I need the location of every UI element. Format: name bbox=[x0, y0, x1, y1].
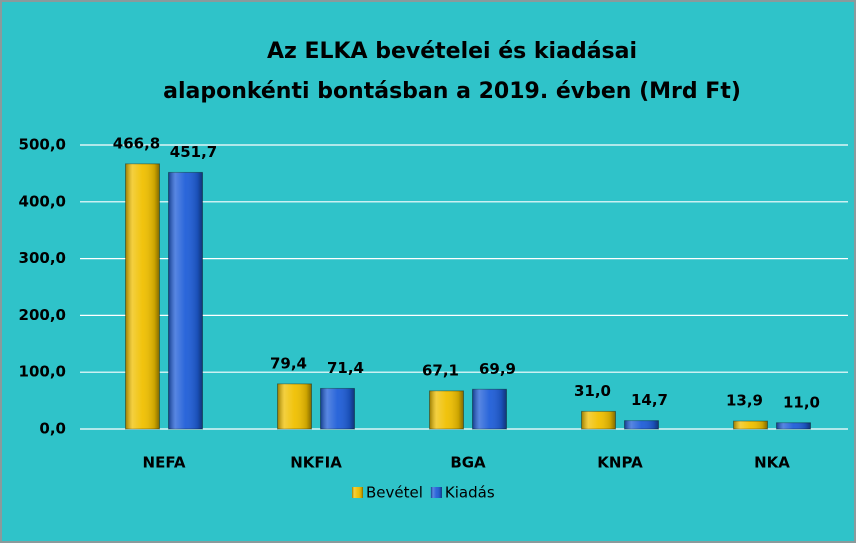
bar bbox=[125, 163, 160, 430]
data-label: 79,4 bbox=[270, 354, 307, 372]
legend-swatch-shade bbox=[430, 487, 442, 498]
legend-label: Bevétel bbox=[366, 484, 423, 502]
legend-swatch-shade bbox=[352, 487, 363, 498]
data-label: 31,0 bbox=[574, 382, 611, 400]
y-tick-label: 100,0 bbox=[19, 363, 66, 381]
bar bbox=[733, 420, 768, 430]
data-label: 71,4 bbox=[327, 359, 364, 377]
data-label: 11,0 bbox=[783, 393, 820, 411]
data-label: 13,9 bbox=[726, 392, 763, 410]
y-tick-label: 400,0 bbox=[19, 192, 66, 210]
x-tick-label: NKA bbox=[754, 454, 790, 472]
data-label: 14,7 bbox=[631, 391, 668, 409]
data-label: 69,9 bbox=[479, 360, 516, 378]
x-tick-label: KNPA bbox=[597, 454, 643, 472]
x-tick-label: NEFA bbox=[143, 454, 186, 472]
y-tick-label: 200,0 bbox=[19, 306, 66, 324]
data-label: 466,8 bbox=[113, 134, 160, 152]
bar bbox=[581, 410, 616, 430]
bar bbox=[624, 420, 659, 430]
bar bbox=[776, 422, 811, 430]
legend-label: Kiadás bbox=[445, 484, 495, 502]
chart-title: Az ELKA bevételei és kiadásai bbox=[267, 39, 637, 64]
x-tick-label: BGA bbox=[450, 454, 486, 472]
bar bbox=[168, 171, 203, 430]
chart-title: alaponkénti bontásban a 2019. évben (Mrd… bbox=[163, 79, 741, 104]
y-tick-label: 300,0 bbox=[19, 249, 66, 267]
data-label: 67,1 bbox=[422, 361, 459, 379]
bar bbox=[320, 387, 355, 430]
bar bbox=[429, 390, 464, 430]
x-tick-label: NKFIA bbox=[290, 454, 342, 472]
bar bbox=[277, 383, 312, 430]
y-tick-label: 500,0 bbox=[19, 136, 66, 154]
data-label: 451,7 bbox=[170, 143, 217, 161]
y-tick-label: 0,0 bbox=[39, 420, 66, 438]
bar bbox=[472, 388, 507, 430]
